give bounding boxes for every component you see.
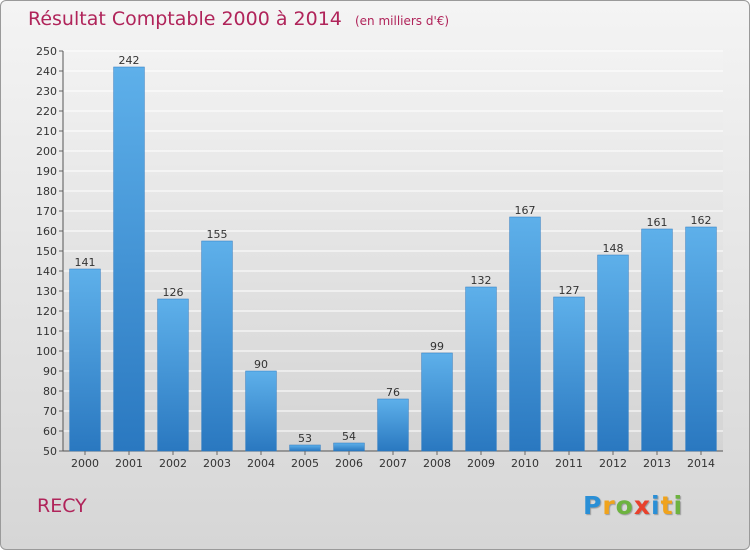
data-label: 132 [471,274,492,287]
bar [553,296,585,452]
logo-letter: P [583,491,603,520]
y-tick-label: 120 [36,305,57,318]
y-tick-label: 50 [43,445,57,458]
x-tick-label: 2011 [555,457,583,470]
data-label: 126 [163,286,184,299]
y-tick-label: 70 [43,405,57,418]
logo-letter: t [660,491,674,520]
data-label: 127 [559,284,580,297]
x-tick-label: 2014 [687,457,715,470]
x-tick-label: 2005 [291,457,319,470]
data-label: 141 [75,256,96,269]
y-tick-label: 90 [43,365,57,378]
x-tick-label: 2006 [335,457,363,470]
y-tick-label: 240 [36,65,57,78]
x-tick-label: 2012 [599,457,627,470]
proxiti-logo: Proxiti [583,491,683,520]
x-tick-label: 2007 [379,457,407,470]
data-label: 90 [254,358,268,371]
y-tick-label: 110 [36,325,57,338]
y-tick-label: 160 [36,225,57,238]
bar [377,398,409,452]
x-tick-label: 2004 [247,457,275,470]
x-tick-label: 2002 [159,457,187,470]
y-tick-label: 190 [36,165,57,178]
y-tick-label: 220 [36,105,57,118]
data-label: 167 [515,204,536,217]
data-label: 148 [603,242,624,255]
x-tick-label: 2010 [511,457,539,470]
bar [597,254,629,452]
x-tick-label: 2001 [115,457,143,470]
data-label: 155 [207,228,228,241]
y-tick-label: 150 [36,245,57,258]
y-tick-label: 230 [36,85,57,98]
logo-letter: i [673,491,684,520]
x-tick-label: 2003 [203,457,231,470]
bar [421,352,453,452]
bar [333,442,365,452]
y-tick-label: 60 [43,425,57,438]
y-tick-label: 210 [36,125,57,138]
chart-title: Résultat Comptable 2000 à 2014 [28,8,342,30]
x-tick-label: 2008 [423,457,451,470]
title-row: Résultat Comptable 2000 à 2014 (en milli… [28,8,449,30]
y-tick-label: 250 [36,45,57,58]
data-label: 54 [342,430,356,443]
y-tick-label: 100 [36,345,57,358]
bar [641,228,673,452]
y-tick-label: 140 [36,265,57,278]
bar [685,226,717,452]
data-label: 162 [691,214,712,227]
data-label: 161 [647,216,668,229]
data-label: 99 [430,340,444,353]
y-tick-label: 170 [36,205,57,218]
data-label: 76 [386,386,400,399]
y-tick-label: 200 [36,145,57,158]
bar [201,240,233,452]
logo-letter: x [633,491,651,520]
x-tick-label: 2000 [71,457,99,470]
x-tick-label: 2009 [467,457,495,470]
y-tick-label: 80 [43,385,57,398]
bar [113,66,145,452]
bar [245,370,277,452]
y-tick-label: 180 [36,185,57,198]
bar [157,298,189,452]
logo-letter: i [651,491,661,520]
bar [465,286,497,452]
x-tick-label: 2013 [643,457,671,470]
logo-letter: o [615,491,634,520]
bar [289,444,321,452]
logo-letter: r [602,491,616,520]
data-label: 53 [298,432,312,445]
chart-subtitle: (en milliers d'€) [354,14,450,28]
bar [69,268,101,452]
y-tick-label: 130 [36,285,57,298]
data-label: 242 [119,54,140,67]
commune-name: RECY [37,495,87,517]
bar [509,216,541,452]
